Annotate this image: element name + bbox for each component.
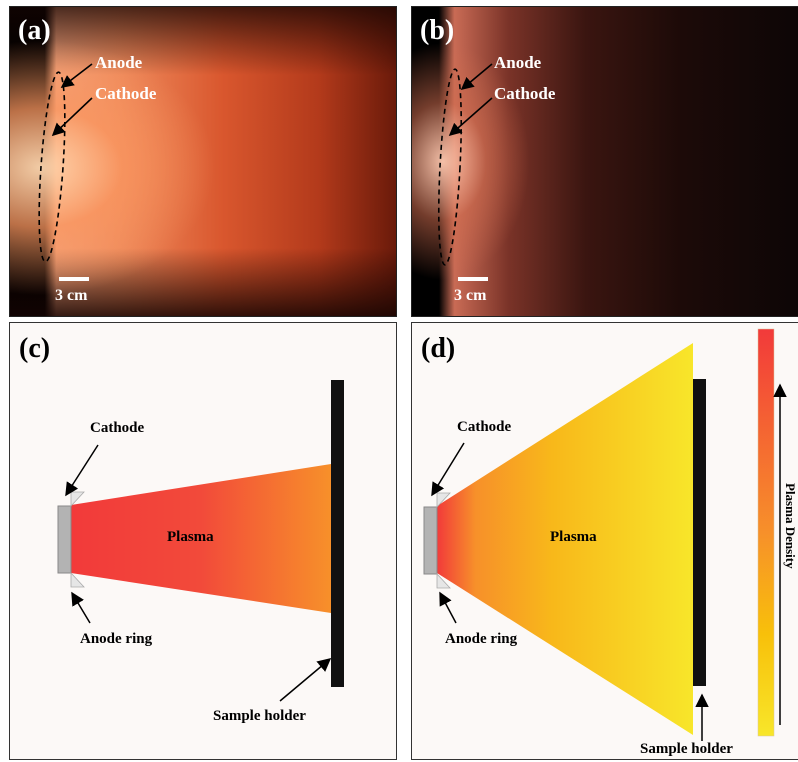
anode-pointer-arrow — [60, 63, 93, 88]
cathode-block — [423, 506, 438, 575]
plasma-schematic-d — [423, 328, 787, 741]
panel-label-b: (b) — [420, 15, 455, 46]
electrode-outline-overlay — [437, 63, 493, 266]
photo-panel-a: (a) Anode Cathode 3 cm — [9, 6, 397, 317]
cathode-arrow — [431, 442, 465, 497]
anode-ring-lower — [70, 571, 85, 588]
plasma-plume — [437, 343, 693, 735]
schematic-panel-d: (d) Catho — [411, 322, 798, 760]
cathode-label: Cathode — [494, 84, 556, 103]
scale-bar — [59, 277, 89, 281]
cathode-label: Cathode — [457, 419, 512, 435]
scale-bar — [458, 277, 488, 281]
cathode-pointer-arrow — [448, 97, 493, 137]
plasma-density-colorbar — [757, 328, 775, 737]
plasma-label: Plasma — [167, 529, 214, 545]
electrode-outline-overlay — [38, 63, 93, 263]
plasma-schematic-c — [57, 380, 344, 702]
anode-ring-label: Anode ring — [445, 631, 518, 647]
anode-ring-arrow — [71, 591, 91, 624]
cathode-label: Cathode — [95, 84, 157, 103]
anode-ring-outline — [38, 71, 66, 263]
panel-label-c: (c) — [19, 333, 51, 364]
anode-label: Anode — [494, 53, 542, 72]
anode-label: Anode — [95, 53, 143, 72]
panel-label-a: (a) — [18, 15, 51, 46]
scale-bar-label: 3 cm — [454, 287, 487, 304]
anode-pointer-arrow — [460, 63, 493, 91]
anode-ring-lower — [436, 572, 451, 589]
cathode-block — [57, 505, 72, 574]
colorbar-label: Plasma Density — [783, 483, 798, 569]
photo-panel-b: (b) Anode Cathode 3 cm — [411, 6, 798, 317]
sample-holder-label: Sample holder — [640, 741, 733, 757]
sample-holder — [331, 380, 344, 687]
sample-holder — [693, 379, 706, 686]
anode-ring-label: Anode ring — [80, 631, 153, 647]
sample-holder-label: Sample holder — [213, 708, 306, 724]
panel-label-d: (d) — [421, 333, 456, 364]
scale-bar-label: 3 cm — [55, 287, 88, 304]
schematic-panel-c: (c) Cathode Plasma Anode ring Sample hol… — [9, 322, 397, 760]
cathode-pointer-arrow — [51, 97, 93, 137]
cathode-label: Cathode — [90, 420, 145, 436]
plasma-label: Plasma — [550, 529, 597, 545]
plasma-plume — [71, 464, 331, 613]
cathode-arrow — [65, 444, 99, 497]
sample-holder-arrow — [279, 658, 332, 702]
anode-ring-arrow — [439, 591, 457, 624]
anode-ring-outline — [437, 68, 463, 266]
